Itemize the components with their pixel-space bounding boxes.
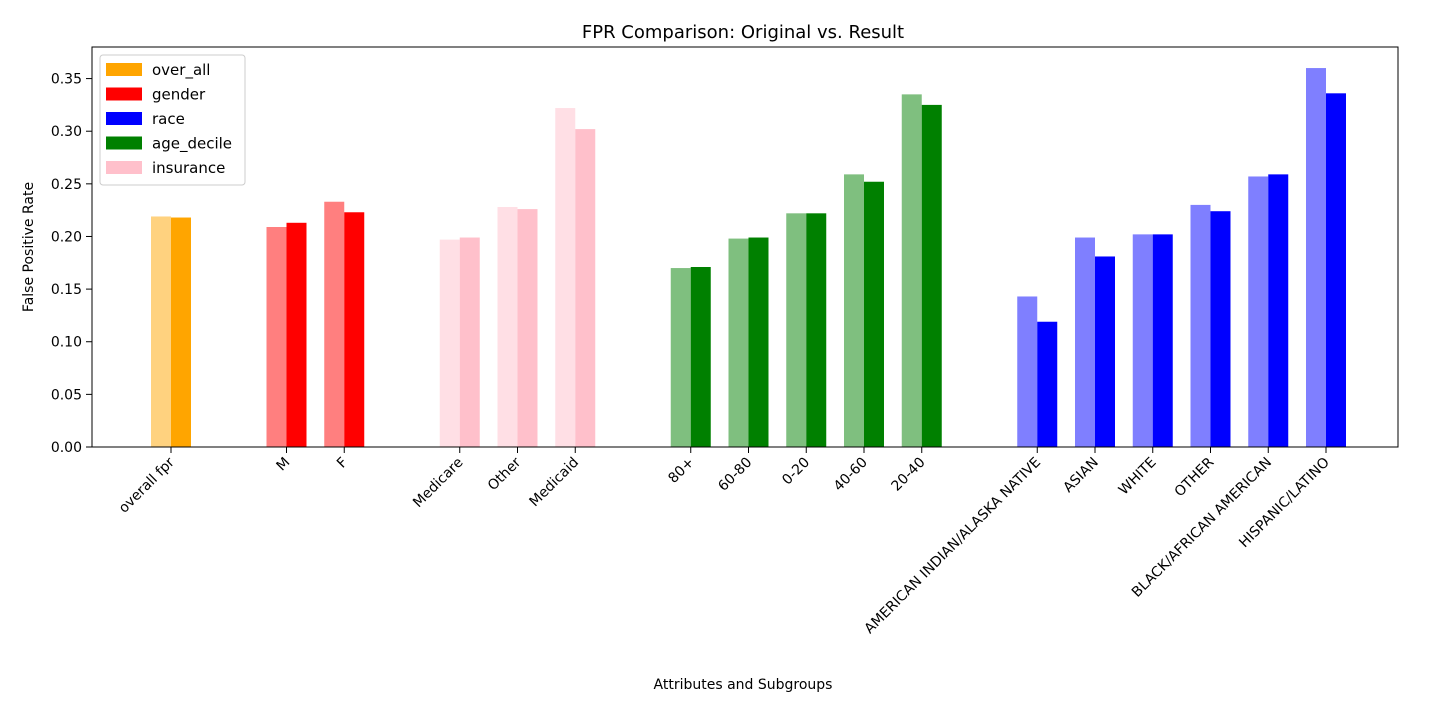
bar-original-1 [266, 227, 287, 447]
legend-swatch-insurance [106, 161, 142, 174]
y-tick-label-6: 0.30 [51, 124, 82, 140]
bar-original-16 [1306, 68, 1326, 447]
x-tick-label-8: 0-20 [779, 455, 813, 489]
bar-result-6 [690, 267, 711, 447]
bar-original-10 [901, 94, 922, 448]
bar-result-14 [1210, 211, 1231, 447]
y-axis-label: False Positive Rate [21, 182, 37, 312]
bar-original-8 [786, 213, 807, 447]
x-tick-label-5: Medicaid [527, 455, 583, 511]
x-tick-label-7: 60-80 [715, 455, 755, 495]
legend-label-insurance: insurance [152, 159, 225, 177]
legend-label-gender: gender [152, 86, 206, 104]
bar-result-3 [459, 237, 480, 447]
x-tick-label-3: Medicare [410, 455, 466, 511]
bar-result-8 [806, 213, 827, 447]
x-tick-label-9: 40-60 [831, 455, 871, 495]
bar-result-7 [748, 237, 769, 447]
bar-original-15 [1248, 176, 1269, 447]
bar-original-7 [728, 238, 749, 447]
bar-original-5 [555, 108, 576, 447]
y-axis: 0.00 0.05 0.10 0.15 0.20 0.25 0.30 0.35 [51, 72, 92, 456]
bar-result-9 [864, 181, 884, 447]
bar-original-13 [1132, 234, 1153, 447]
x-tick-label-1: M [273, 455, 293, 475]
bars-layer [151, 68, 1346, 448]
y-tick-label-3: 0.15 [51, 282, 82, 298]
legend-swatch-race [106, 112, 142, 125]
bar-result-10 [921, 104, 942, 447]
bar-result-11 [1037, 321, 1058, 447]
bar-original-9 [844, 174, 864, 448]
x-tick-label-10: 20-40 [888, 455, 928, 495]
legend-swatch-over_all [106, 63, 142, 76]
bar-original-6 [670, 268, 691, 447]
bar-original-4 [497, 207, 518, 447]
bar-result-5 [575, 129, 596, 447]
legend-label-over_all: over_all [152, 61, 210, 80]
bar-result-2 [344, 212, 365, 447]
plot-frame [91, 46, 1399, 448]
y-tick-label-7: 0.35 [51, 72, 82, 88]
x-tick-label-12: ASIAN [1060, 455, 1101, 496]
bar-result-16 [1326, 93, 1346, 447]
x-tick-label-14: OTHER [1172, 454, 1218, 500]
chart-title: FPR Comparison: Original vs. Result [582, 22, 904, 43]
legend-swatch-age_decile [106, 136, 142, 150]
bar-result-13 [1152, 234, 1173, 447]
bar-result-0 [171, 217, 191, 447]
y-tick-label-5: 0.25 [51, 177, 82, 193]
legend-label-age_decile: age_decile [152, 135, 232, 154]
legend-label-race: race [152, 110, 185, 128]
x-axis: overall fpr M F Medicare Other Medicaid 80+ 60-… [116, 447, 1333, 637]
y-tick-label-0: 0.00 [51, 440, 82, 456]
y-tick-label-4: 0.20 [51, 229, 82, 245]
bar-original-0 [151, 216, 171, 447]
bar-result-4 [517, 209, 538, 447]
bar-result-12 [1095, 256, 1115, 447]
bar-original-2 [324, 201, 345, 447]
x-axis-label: Attributes and Subgroups [654, 677, 833, 693]
x-tick-label-2: F [334, 455, 351, 472]
x-tick-label-4: Other [485, 454, 525, 494]
bar-result-1 [286, 222, 307, 447]
y-tick-label-1: 0.05 [51, 387, 82, 403]
bar-original-12 [1075, 237, 1095, 447]
bar-original-3 [439, 239, 460, 447]
x-tick-label-6: 80+ [665, 455, 697, 487]
bar-original-11 [1017, 296, 1038, 447]
y-tick-label-2: 0.10 [51, 335, 82, 351]
bar-result-15 [1268, 174, 1289, 448]
x-tick-label-13: WHITE [1116, 455, 1160, 499]
legend-swatch-gender [106, 87, 142, 101]
x-tick-label-0: overall fpr [116, 454, 178, 516]
bar-original-14 [1190, 204, 1211, 447]
